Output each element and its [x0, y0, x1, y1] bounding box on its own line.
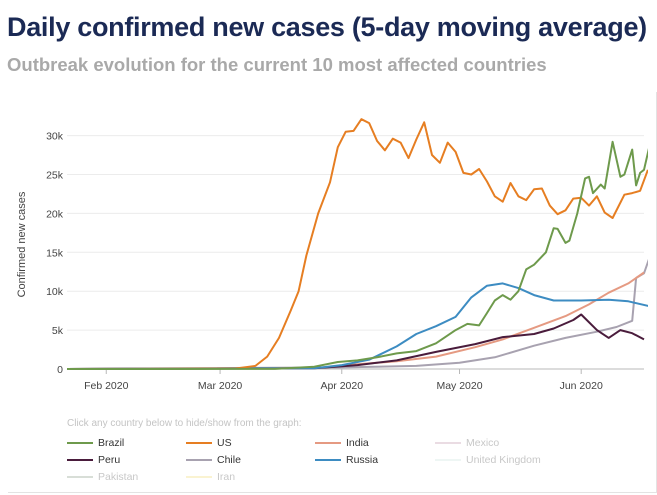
series-line-india: [67, 271, 645, 370]
legend-item-united-kingdom[interactable]: United Kingdom: [435, 453, 541, 467]
legend-label: Mexico: [466, 437, 500, 449]
legend-swatch: [315, 459, 341, 461]
line-chart: 0 5k 10k 15k 20k 25k 30k Feb 2020 Mar 2020 Apr 20…: [16, 118, 648, 392]
legend-label: Peru: [98, 454, 121, 466]
y-tick-label: 10k: [46, 286, 64, 298]
y-tick-label: 15k: [46, 247, 64, 259]
legend-swatch: [186, 442, 212, 444]
legend-item-iran[interactable]: Iran: [186, 470, 235, 484]
legend-swatch: [315, 442, 341, 444]
legend-label: Pakistan: [98, 471, 139, 483]
x-tick-label: Jun 2020: [560, 380, 603, 392]
x-tick-label: Feb 2020: [84, 380, 129, 392]
legend-item-mexico[interactable]: Mexico: [435, 436, 499, 450]
y-axis-label: Confirmed new cases: [16, 191, 28, 297]
x-tick-label: Mar 2020: [198, 380, 243, 392]
x-tick-label: May 2020: [436, 380, 482, 392]
legend-hint: Click any country below to hide/show fro…: [67, 418, 302, 429]
series-line-russia: [67, 282, 648, 370]
legend-swatch: [435, 459, 461, 461]
legend-item-pakistan[interactable]: Pakistan: [67, 470, 138, 484]
legend-label: Russia: [346, 454, 379, 466]
series-line-us: [67, 118, 648, 370]
legend-item-india[interactable]: India: [315, 436, 369, 450]
legend-label: Brazil: [98, 437, 125, 449]
legend-item-us[interactable]: US: [186, 436, 232, 450]
legend-swatch: [67, 476, 93, 478]
chart-subtitle: Outbreak evolution for the current 10 mo…: [7, 54, 547, 75]
chart-title: Daily confirmed new cases (5-day moving …: [7, 12, 647, 42]
series-line-brazil: [67, 140, 648, 370]
legend-item-russia[interactable]: Russia: [315, 453, 378, 467]
legend-label: US: [217, 437, 232, 449]
y-tick-label: 20k: [46, 208, 64, 220]
y-tick-label: 25k: [46, 169, 64, 181]
series-line-peru: [67, 313, 645, 370]
y-tick-label: 0: [57, 364, 63, 376]
legend-swatch: [186, 476, 212, 478]
legend-swatch: [186, 459, 212, 461]
y-tick-label: 5k: [52, 325, 64, 337]
legend-item-peru[interactable]: Peru: [67, 453, 120, 467]
y-tick-label: 30k: [46, 131, 64, 143]
legend-swatch: [435, 442, 461, 444]
legend-swatch: [67, 442, 93, 444]
x-tick-label: Apr 2020: [320, 380, 363, 392]
legend-label: Iran: [217, 471, 236, 483]
legend-label: Chile: [217, 454, 241, 466]
chart-panel: 0 5k 10k 15k 20k 25k 30k Feb 2020 Mar 2020 Apr 20…: [8, 92, 657, 493]
legend-item-brazil[interactable]: Brazil: [67, 436, 124, 450]
legend-item-chile[interactable]: Chile: [186, 453, 241, 467]
legend-swatch: [67, 459, 93, 461]
series-line-chile: [67, 258, 648, 370]
legend-label: India: [346, 437, 369, 449]
legend-label: United Kingdom: [466, 454, 541, 466]
